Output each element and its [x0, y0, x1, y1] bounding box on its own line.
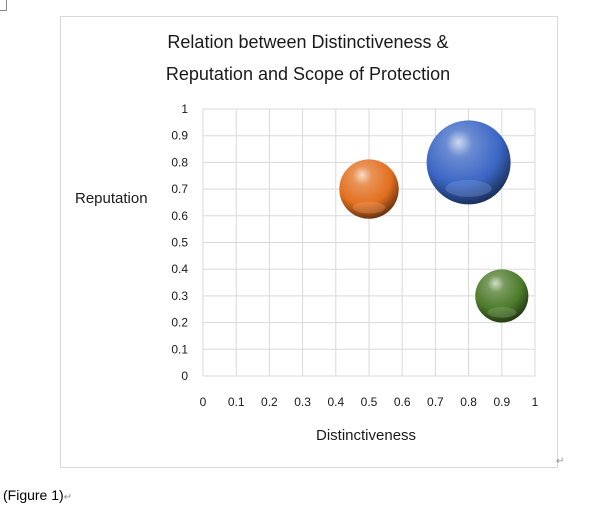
- x-tick-label: 0.4: [327, 395, 344, 409]
- chart-title-line-2: Reputation and Scope of Protection: [165, 64, 451, 84]
- caption-paragraph-mark: ↵: [63, 492, 73, 503]
- grid-lines: [202, 108, 536, 377]
- chart-title: Relation between Distinctiveness & Reput…: [60, 26, 556, 90]
- x-tick-label: 0.5: [361, 395, 378, 409]
- y-tick-label: 0.1: [171, 342, 188, 356]
- tick-labels: 0 0.1 0.2 0.3 0.4 0.5 0.6 0.7 0.8 0.9 1 0 0.1 0.2 0.3 0…: [171, 102, 538, 409]
- figure-caption-text: (Figure 1): [3, 487, 64, 503]
- bubble-point: [339, 159, 399, 219]
- bubble-point: [475, 269, 529, 323]
- x-tick-label: 0.3: [294, 395, 311, 409]
- x-axis-label: Distinctiveness: [316, 427, 417, 444]
- y-tick-label: 0.8: [171, 155, 188, 169]
- figure-caption: (Figure 1)↵: [3, 487, 72, 503]
- paragraph-mark: ↵: [556, 456, 565, 467]
- bubbles: [339, 120, 529, 323]
- y-tick-label: 0.5: [171, 236, 188, 250]
- chart-title-line-1: Relation between Distinctiveness &: [167, 32, 449, 52]
- x-tick-label: 0.7: [427, 395, 444, 409]
- y-tick-label: 0: [181, 369, 188, 383]
- x-tick-label: 1: [532, 395, 539, 409]
- y-tick-label: 0.6: [171, 209, 188, 223]
- x-tick-label: 0.1: [228, 395, 245, 409]
- x-tick-label: 0.6: [394, 395, 411, 409]
- y-tick-label: 0.9: [171, 129, 188, 143]
- y-tick-label: 0.7: [171, 182, 188, 196]
- page-corner-mark: [0, 0, 7, 11]
- y-tick-label: 0.4: [171, 262, 188, 276]
- x-tick-label: 0.9: [493, 395, 510, 409]
- bubble-reflection: [487, 307, 517, 318]
- y-tick-label: 1: [181, 102, 188, 116]
- y-tick-label: 0.3: [171, 289, 188, 303]
- x-tick-label: 0.8: [460, 395, 477, 409]
- x-tick-label: 0.2: [261, 395, 278, 409]
- bubble-point: [426, 120, 511, 205]
- y-axis-label: Reputation: [75, 190, 148, 207]
- bubble-reflection: [352, 201, 386, 214]
- y-tick-label: 0.2: [171, 316, 188, 330]
- x-tick-label: 0: [200, 395, 207, 409]
- bubble-reflection: [445, 180, 492, 197]
